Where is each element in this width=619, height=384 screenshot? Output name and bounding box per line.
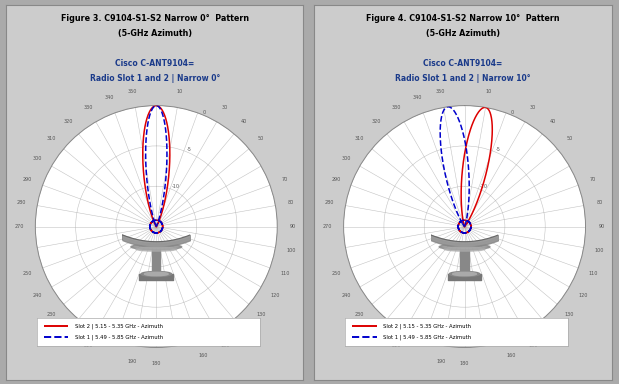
Text: Radio Slot 1 and 2 | Narrow 10°: Radio Slot 1 and 2 | Narrow 10° — [396, 74, 530, 83]
Ellipse shape — [136, 247, 176, 251]
Text: Figure 4. C9104-S1-S2 Narrow 10°  Pattern: Figure 4. C9104-S1-S2 Narrow 10° Pattern — [366, 14, 560, 23]
Text: Radio Slot 1 and 2 | Narrow 0°: Radio Slot 1 and 2 | Narrow 0° — [90, 74, 220, 83]
Text: Cisco C-ANT9104=: Cisco C-ANT9104= — [423, 59, 503, 68]
Ellipse shape — [439, 244, 490, 250]
Text: (5-GHz Azimuth): (5-GHz Azimuth) — [426, 29, 500, 38]
Ellipse shape — [444, 247, 485, 251]
Text: Slot 1 | 5.49 - 5.85 GHz - Azimuth: Slot 1 | 5.49 - 5.85 GHz - Azimuth — [383, 334, 472, 340]
Ellipse shape — [144, 272, 168, 276]
Text: Figure 3. C9104-S1-S2 Narrow 0°  Pattern: Figure 3. C9104-S1-S2 Narrow 0° Pattern — [61, 14, 249, 23]
Text: Slot 2 | 5.15 - 5.35 GHz - Azimuth: Slot 2 | 5.15 - 5.35 GHz - Azimuth — [383, 323, 471, 329]
Text: Slot 1 | 5.49 - 5.85 GHz - Azimuth: Slot 1 | 5.49 - 5.85 GHz - Azimuth — [75, 334, 163, 340]
Ellipse shape — [452, 272, 477, 276]
Text: Slot 2 | 5.15 - 5.35 GHz - Azimuth: Slot 2 | 5.15 - 5.35 GHz - Azimuth — [75, 323, 163, 329]
Ellipse shape — [141, 271, 171, 276]
Ellipse shape — [131, 244, 182, 250]
Text: Cisco C-ANT9104=: Cisco C-ANT9104= — [115, 59, 194, 68]
Text: (5-GHz Azimuth): (5-GHz Azimuth) — [118, 29, 192, 38]
Ellipse shape — [449, 271, 480, 276]
